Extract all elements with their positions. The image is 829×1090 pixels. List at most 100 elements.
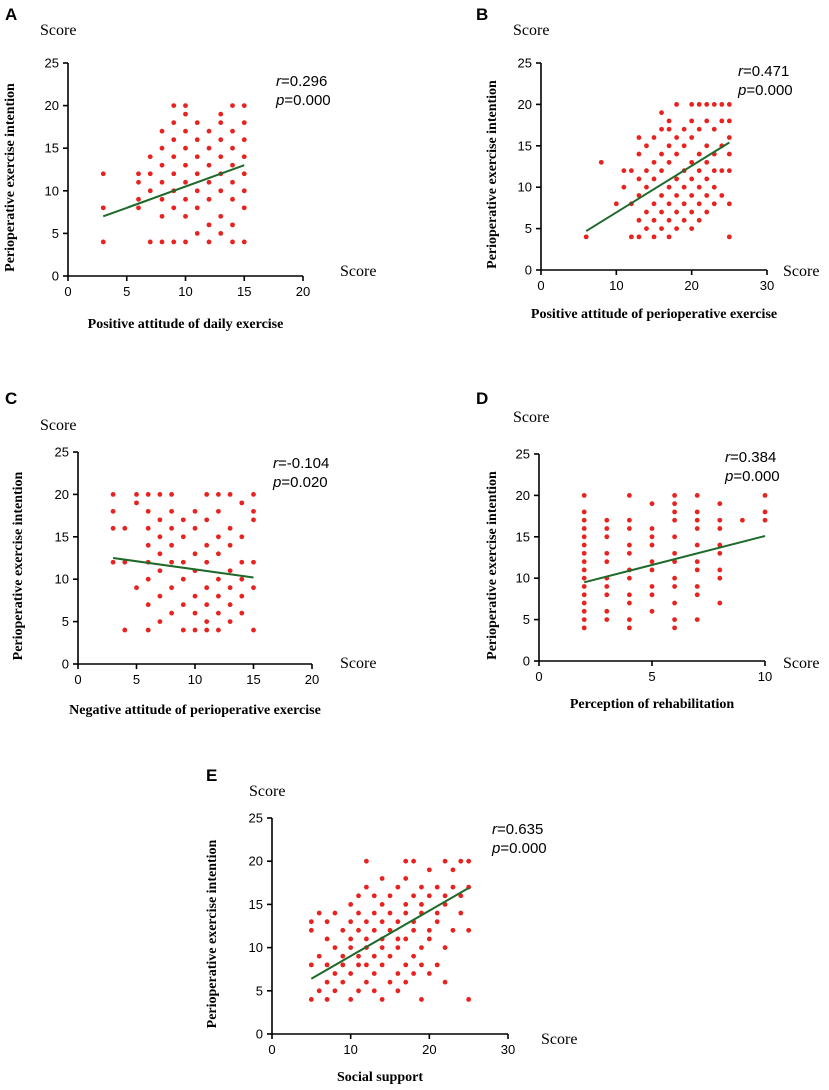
chart-d-data-point <box>604 608 610 614</box>
chart-a-x-tick-label: 0 <box>64 284 71 299</box>
chart-b-data-point <box>704 118 710 124</box>
chart-a-data-point <box>159 179 165 185</box>
chart-d-data-point <box>649 567 655 573</box>
chart-d-data-point <box>694 493 700 498</box>
chart-e-data-point <box>466 858 472 864</box>
chart-d-regression-line <box>583 535 766 584</box>
chart-d-data-point <box>581 534 587 540</box>
chart-e-data-point <box>387 979 393 985</box>
chart-d-x-tick-label: 5 <box>648 669 655 684</box>
chart-a-data-point <box>241 137 247 143</box>
chart-a-data-point <box>147 239 153 245</box>
chart-d-data-point <box>627 600 632 606</box>
chart-a-data-point <box>230 239 235 245</box>
chart-e-data-point <box>411 953 416 959</box>
chart-b-data-point <box>681 184 687 190</box>
chart-a-data-point <box>241 154 247 160</box>
chart-a-data-point <box>171 205 177 211</box>
chart-b-data-point <box>696 184 702 190</box>
chart-d-data-point <box>672 625 677 631</box>
chart-e-data-point <box>316 910 322 916</box>
chart-b-x-tick-label: 30 <box>760 278 774 293</box>
chart-b-data-point <box>711 201 717 207</box>
chart-a-data-point <box>194 120 200 126</box>
chart-c-data-point <box>204 627 210 633</box>
chart-c-data-point <box>169 542 175 548</box>
chart-e-data-point <box>364 919 369 925</box>
chart-c-data-point <box>192 627 198 633</box>
chart-e-data-point <box>371 971 377 976</box>
chart-c-data-point <box>204 517 210 523</box>
chart-e-data-point <box>364 884 369 890</box>
chart-b-data-point <box>674 209 679 215</box>
chart-c-data-point <box>239 534 245 540</box>
chart-e-data-point <box>379 902 385 907</box>
chart-a-data-point <box>100 239 106 245</box>
chart-c-data-point <box>227 525 233 531</box>
chart-b-data-point <box>659 168 664 174</box>
chart-d-data-point <box>581 584 587 589</box>
chart-c-data-point <box>227 585 233 591</box>
chart-d-data-point <box>581 617 587 622</box>
chart-d-data-point <box>717 575 723 581</box>
chart-b-data-point <box>659 151 664 157</box>
chart-e-y-tick-label: 5 <box>256 983 263 998</box>
chart-e-data-point <box>434 910 440 916</box>
chart-b-data-point <box>598 159 604 165</box>
chart-d-data-point <box>672 600 677 606</box>
chart-c-data-point <box>204 492 210 497</box>
chart-c: C Score Score 0 5 10 15 20 0 5 10 15 20 25 Negative at… <box>5 389 376 718</box>
chart-a-y-tick-label: 20 <box>45 98 59 113</box>
chart-e-y-unit-label: Score <box>249 783 285 800</box>
chart-e-data-point <box>324 936 330 942</box>
chart-c-data-point <box>157 492 163 497</box>
chart-b-data-point <box>726 135 732 140</box>
chart-c-y-tick-label: 5 <box>62 614 69 629</box>
chart-a-x-tick-label: 5 <box>123 284 130 299</box>
chart-e-regression-line <box>310 887 470 980</box>
chart-b-data-point <box>674 151 679 157</box>
chart-c-data-point <box>251 559 256 565</box>
chart-e-y-tick-label: 15 <box>249 897 263 912</box>
chart-c-data-point <box>169 525 175 531</box>
chart-b-data-point <box>696 217 702 223</box>
chart-b-data-point <box>681 217 687 223</box>
chart-b-data-point <box>651 135 657 140</box>
chart-b-y-tick-label: 20 <box>518 97 532 112</box>
chart-a-data-point <box>136 196 141 202</box>
chart-e-data-point <box>466 927 472 933</box>
chart-b-data-point <box>666 143 672 149</box>
chart-c-data-point <box>145 602 151 608</box>
chart-c-data-point <box>204 559 210 565</box>
chart-e-data-point <box>348 919 354 925</box>
chart-a-data-point <box>183 111 188 117</box>
chart-b-data-point <box>689 193 695 198</box>
chart-a-data-point <box>206 162 212 168</box>
chart-a-y-axis-title: Perioperative exercise intention <box>3 83 18 272</box>
chart-e-data-point <box>371 988 377 994</box>
chart-a-data-point <box>159 162 165 168</box>
chart-b-data-point <box>674 102 679 107</box>
chart-b-data-point <box>719 193 725 198</box>
chart-e-data-point <box>340 927 346 933</box>
chart-a-data-point <box>183 196 188 202</box>
chart-e-r-annotation: r=0.635 <box>492 821 543 838</box>
chart-b-data-point <box>659 110 664 116</box>
chart-d-y-unit-label: Score <box>513 409 549 426</box>
chart-c-panel-letter: C <box>5 389 17 408</box>
chart-e-data-point <box>308 997 314 1002</box>
chart-e-data-point <box>411 927 416 933</box>
chart-e-data-point <box>403 902 409 907</box>
chart-e-data-point <box>426 893 432 899</box>
chart-b-y-axis-title: Perioperative exercise intention <box>485 80 500 269</box>
chart-c-data-point <box>227 619 233 624</box>
chart-c-data-point <box>239 559 245 565</box>
chart-d-x-unit-label: Score <box>783 655 819 672</box>
chart-e-data-point <box>426 927 432 933</box>
chart-b-y-tick-label: 5 <box>525 221 532 236</box>
chart-e-data-point <box>308 962 314 968</box>
chart-c-data-point <box>169 610 175 616</box>
chart-c-data-point <box>227 542 233 548</box>
chart-c-y-unit-label: Score <box>40 417 76 434</box>
chart-c-data-point <box>110 525 116 531</box>
